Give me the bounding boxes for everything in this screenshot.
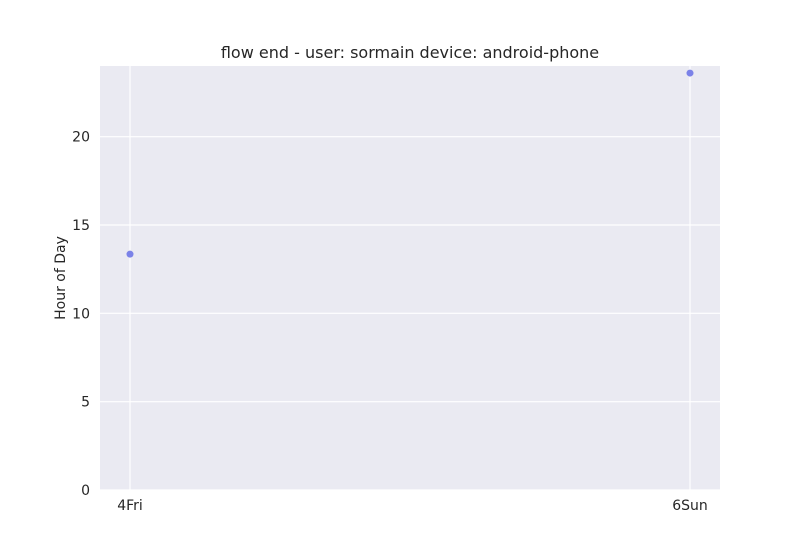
y-axis-label: Hour of Day [53,236,69,320]
y-tick-label: 15 [72,218,90,234]
x-tick-labels: 4Fri 6Sun [117,498,708,514]
y-tick-label: 0 [81,483,90,499]
y-tick-labels: 0 5 10 15 20 [72,130,90,499]
x-tick-label: 4Fri [117,498,143,514]
x-tick-label: 6Sun [672,498,708,514]
y-tick-label: 5 [81,395,90,411]
chart-title: flow end - user: sormain device: android… [221,43,599,62]
data-point [686,69,694,77]
grid [100,66,720,491]
y-tick-label: 10 [72,306,90,322]
data-points [126,69,694,258]
data-point [126,250,134,258]
plot-area [100,66,720,490]
y-tick-label: 20 [72,130,90,146]
